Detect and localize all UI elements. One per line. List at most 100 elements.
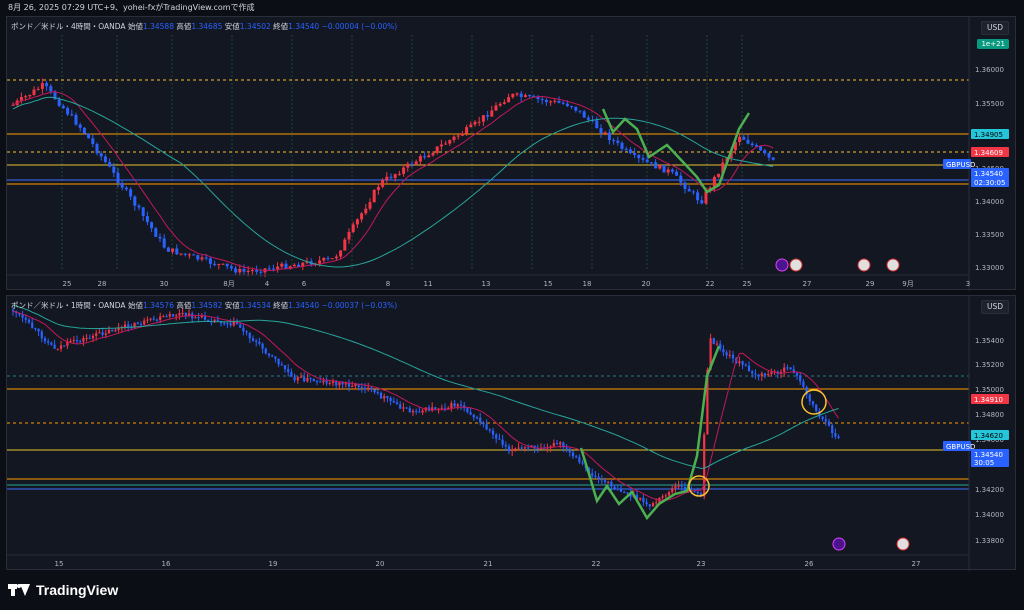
candle-body — [507, 446, 511, 452]
candle-body — [553, 100, 557, 102]
legend-1h: ポンド／米ドル・1時間・OANDA 始値1.34576 高値1.34582 安値… — [11, 300, 397, 311]
candle-body — [456, 404, 459, 407]
candle-body — [82, 338, 85, 342]
chart-pane-4h[interactable]: 1.360001.355001.350001.345001.340001.335… — [6, 16, 1017, 291]
price-tag — [943, 159, 971, 169]
candle-body — [469, 412, 472, 415]
candle-body — [91, 335, 95, 339]
candle-body — [347, 383, 351, 387]
chart-canvas-1h[interactable]: 1.354001.352001.350001.348001.346001.344… — [7, 296, 1017, 571]
candle-body — [386, 396, 389, 398]
candle-body — [616, 140, 620, 143]
candle-body — [192, 254, 196, 256]
candle-body — [49, 86, 53, 92]
candle-body — [363, 387, 367, 390]
zoom-badge[interactable]: 1e+21 — [977, 39, 1009, 49]
candle-body — [159, 316, 162, 320]
us-flag-event-icon — [896, 537, 910, 551]
candle-body — [271, 355, 274, 357]
candle-body — [666, 169, 670, 173]
candle-body — [389, 397, 392, 402]
candle-body — [130, 327, 133, 329]
candle-body — [101, 332, 104, 335]
candle-body — [763, 150, 767, 154]
price-tag — [971, 394, 1009, 404]
legend-open-label: 始値 — [127, 22, 143, 31]
candle-body — [799, 375, 802, 382]
chart-canvas-4h[interactable]: 1.360001.355001.350001.345001.340001.335… — [7, 17, 1017, 291]
candle-body — [827, 421, 831, 426]
candle-body — [322, 257, 326, 261]
candle-body — [574, 106, 578, 111]
candle-body — [818, 410, 821, 417]
us-flag-event-icon — [789, 258, 803, 272]
candle-body — [297, 264, 301, 267]
candle-body — [312, 378, 315, 382]
candle-body — [59, 345, 63, 349]
currency-button-1h[interactable]: USD — [981, 300, 1009, 314]
candle-body — [649, 162, 653, 164]
candle-body — [395, 402, 399, 405]
candle-body — [472, 414, 475, 418]
candle-body — [415, 410, 418, 412]
candle-body — [670, 169, 674, 172]
candle-body — [683, 486, 687, 492]
chart-pane-1h[interactable]: 1.354001.352001.350001.348001.346001.344… — [6, 295, 1017, 571]
candle-body — [229, 266, 233, 269]
candle-body — [501, 439, 504, 445]
candle-body — [599, 128, 603, 134]
time-axis-label: 6 — [302, 280, 307, 288]
candle-body — [757, 374, 760, 377]
candle-body — [216, 319, 219, 321]
price-tag-label: GBPUSD — [946, 161, 975, 169]
candle-body — [36, 88, 40, 90]
candle-body — [360, 213, 364, 220]
candle-body — [137, 205, 141, 208]
candle-body — [571, 452, 575, 457]
candle-body — [338, 382, 341, 386]
candle-body — [331, 381, 335, 383]
candle-body — [162, 238, 166, 248]
price-tag — [971, 129, 1009, 139]
highlight-circle — [688, 475, 710, 497]
tradingview-logo[interactable]: TradingView — [8, 582, 118, 598]
price-scale-label: 1.34800 — [975, 411, 1004, 419]
candle-body — [834, 433, 837, 437]
moving-average-slow — [12, 96, 774, 268]
candle-body — [747, 365, 751, 372]
candle-body — [127, 324, 130, 328]
candle-body — [235, 321, 239, 325]
candle-body — [322, 380, 325, 383]
candle-body — [24, 96, 28, 98]
candle-body — [597, 476, 600, 480]
time-axis-label: 13 — [482, 280, 491, 288]
candle-body — [259, 271, 263, 273]
candle-body — [555, 443, 559, 445]
candle-body — [318, 260, 322, 264]
price-tag — [971, 177, 1009, 187]
time-axis-label: 11 — [424, 280, 433, 288]
price-scale-label: 1.35500 — [975, 100, 1004, 108]
candle-body — [565, 103, 569, 107]
legend-open: 1.34576 — [142, 301, 174, 310]
candle-body — [439, 144, 443, 147]
legend-close: 1.34540 — [288, 22, 320, 31]
currency-button-4h[interactable]: USD — [981, 21, 1009, 35]
candle-body — [207, 319, 210, 322]
candle-body — [620, 142, 624, 149]
candle-body — [687, 189, 691, 192]
candle-body — [306, 378, 309, 382]
price-tag — [971, 457, 1009, 467]
price-tag-label: 1.34910 — [974, 396, 1003, 404]
candle-body — [66, 108, 70, 115]
candle-body — [633, 153, 637, 155]
candle-body — [296, 377, 299, 381]
price-scale-label: 1.34000 — [975, 511, 1004, 519]
price-scale-label: 1.35200 — [975, 361, 1004, 369]
candle-body — [498, 103, 502, 106]
candle-body — [150, 222, 154, 229]
candle-body — [728, 354, 731, 356]
candle-body — [591, 473, 594, 476]
candle-body — [63, 345, 66, 347]
candle-body — [440, 407, 443, 409]
